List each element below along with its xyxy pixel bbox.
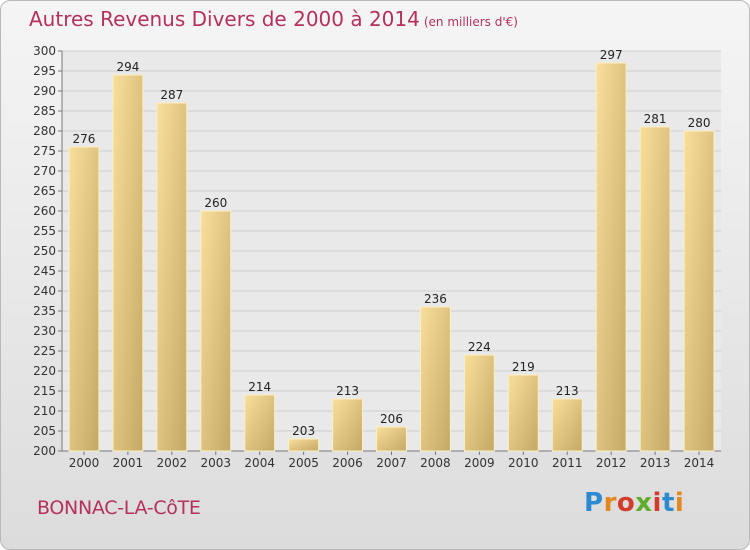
bar-value-label: 236	[424, 292, 447, 306]
bar	[463, 354, 495, 452]
x-tick-label: 2007	[376, 456, 407, 470]
bar	[200, 210, 232, 452]
bar	[683, 130, 715, 452]
bar	[156, 102, 188, 452]
y-tick-label: 210	[33, 404, 56, 418]
x-tick-label: 2005	[288, 456, 319, 470]
bar-value-label: 294	[116, 60, 139, 74]
bar	[376, 426, 407, 452]
y-tick-label: 250	[33, 244, 56, 258]
y-tick-label: 230	[33, 324, 56, 338]
y-tick-label: 200	[33, 444, 56, 458]
x-tick-label: 2012	[596, 456, 627, 470]
x-tick-label: 2000	[69, 456, 100, 470]
bar-value-label: 260	[204, 196, 227, 210]
x-tick-label: 2014	[684, 456, 715, 470]
bar-value-label: 276	[73, 132, 96, 146]
x-tick-label: 2003	[200, 456, 231, 470]
bar	[112, 74, 144, 452]
y-tick-label: 270	[33, 164, 56, 178]
chart-title-unit: (en milliers d'€)	[423, 15, 518, 29]
y-tick-label: 260	[33, 204, 56, 218]
bar	[595, 62, 627, 452]
bar	[507, 374, 539, 452]
bar-value-label: 281	[644, 112, 667, 126]
y-tick-label: 295	[33, 64, 56, 78]
y-tick-label: 280	[33, 124, 56, 138]
bar	[244, 394, 276, 452]
x-tick-label: 2011	[552, 456, 583, 470]
x-tick-label: 2008	[420, 456, 451, 470]
chart-title: Autres Revenus Divers de 2000 à 2014 (en …	[29, 7, 518, 31]
y-tick-label: 245	[33, 264, 56, 278]
proxiti-logo: Proxiti	[584, 488, 685, 518]
y-tick-label: 265	[33, 184, 56, 198]
y-tick-label: 285	[33, 104, 56, 118]
y-tick-label: 205	[33, 424, 56, 438]
bar-value-label: 287	[160, 88, 183, 102]
y-tick-label: 235	[33, 304, 56, 318]
bar-value-label: 280	[688, 116, 711, 130]
data-labels: 276 294 287 260 214 203 213 206 236 224 219 213 297 2…	[73, 48, 711, 438]
y-tick-label: 215	[33, 384, 56, 398]
bar-value-label: 219	[512, 360, 535, 374]
chart-title-text: Autres Revenus Divers de 2000 à 2014	[29, 7, 420, 31]
bar-value-label: 203	[292, 424, 315, 438]
bar	[332, 398, 364, 452]
y-tick-label: 275	[33, 144, 56, 158]
bars	[68, 62, 715, 452]
bar-value-label: 213	[556, 384, 579, 398]
bar-value-label: 214	[248, 380, 271, 394]
x-tick-label: 2001	[113, 456, 144, 470]
x-tick-label: 2010	[508, 456, 539, 470]
x-tick-label: 2009	[464, 456, 495, 470]
x-tick-label: 2002	[157, 456, 188, 470]
y-tick-label: 220	[33, 364, 56, 378]
bar-value-label: 206	[380, 412, 403, 426]
y-tick-label: 255	[33, 224, 56, 238]
axes: 2002052102152202252302352402452502552602…	[33, 44, 721, 470]
bar-value-label: 224	[468, 340, 491, 354]
y-tick-label: 240	[33, 284, 56, 298]
bar	[419, 306, 451, 452]
x-tick-label: 2004	[244, 456, 275, 470]
place-name: BONNAC-LA-CôTE	[37, 497, 201, 519]
bar	[639, 126, 671, 452]
bar	[288, 438, 320, 452]
bar	[551, 398, 583, 452]
x-tick-label: 2006	[332, 456, 363, 470]
y-tick-label: 225	[33, 344, 56, 358]
bar	[68, 146, 100, 452]
x-tick-label: 2013	[640, 456, 671, 470]
y-tick-label: 290	[33, 84, 56, 98]
bar-value-label: 297	[600, 48, 623, 62]
bar-value-label: 213	[336, 384, 359, 398]
y-tick-label: 300	[33, 44, 56, 58]
